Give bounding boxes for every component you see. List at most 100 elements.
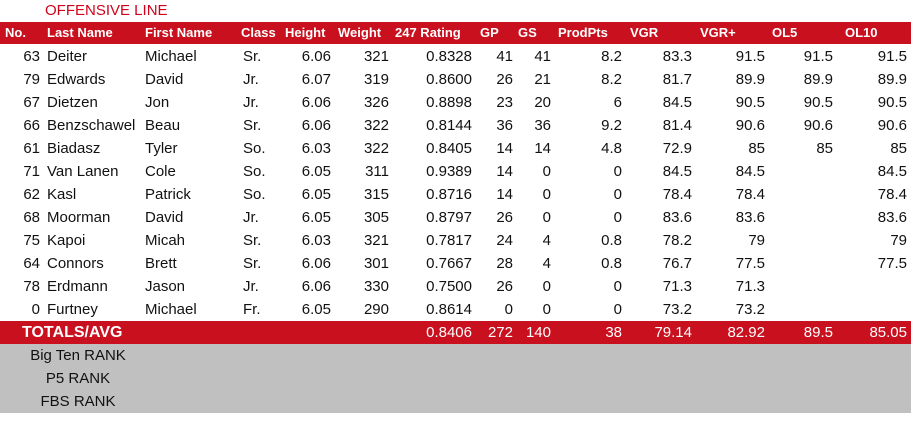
table-cell: 14 bbox=[496, 140, 513, 157]
table-cell: 0 bbox=[31, 301, 40, 318]
table-cell: 14 bbox=[534, 140, 551, 157]
table-cell: 0.8797 bbox=[426, 209, 472, 226]
table-cell: 0.8144 bbox=[426, 117, 472, 134]
totals-cell: 79.14 bbox=[654, 324, 692, 341]
table-cell: 322 bbox=[363, 140, 389, 157]
column-header: ProdPts bbox=[558, 25, 608, 40]
table-cell: Beau bbox=[145, 117, 181, 134]
table-cell: 84.5 bbox=[877, 163, 907, 180]
table-cell: 78.4 bbox=[662, 186, 692, 203]
table-cell: 36 bbox=[534, 117, 551, 134]
table-cell: 78.4 bbox=[877, 186, 907, 203]
table-cell: Cole bbox=[145, 163, 176, 180]
table-cell: 311 bbox=[365, 163, 389, 180]
table-cell: 84.5 bbox=[662, 163, 692, 180]
table-cell: Fr. bbox=[243, 301, 261, 318]
table-cell: Deiter bbox=[47, 48, 88, 65]
table-cell: 0 bbox=[613, 186, 622, 203]
table-cell: Moorman bbox=[47, 209, 111, 226]
table-cell: 73.2 bbox=[662, 301, 692, 318]
table-cell: David bbox=[145, 71, 184, 88]
totals-cell: 0.8406 bbox=[426, 324, 472, 341]
table-cell: 0 bbox=[542, 278, 551, 295]
table-cell: 305 bbox=[363, 209, 389, 226]
table-cell: 315 bbox=[363, 186, 389, 203]
table-cell: 79 bbox=[748, 232, 765, 249]
totals-cell: 140 bbox=[525, 324, 551, 341]
column-header: No. bbox=[5, 25, 26, 40]
table-cell: 6.07 bbox=[301, 71, 331, 88]
totals-cell: 82.92 bbox=[727, 324, 765, 341]
table-cell: 66 bbox=[23, 117, 40, 134]
column-header: First Name bbox=[145, 25, 213, 40]
table-cell: 4 bbox=[542, 232, 551, 249]
table-cell: 81.4 bbox=[662, 117, 692, 134]
rank-label: P5 RANK bbox=[45, 370, 111, 387]
table-cell: 319 bbox=[363, 71, 389, 88]
column-header: VGR+ bbox=[700, 25, 736, 40]
rank-label: FBS RANK bbox=[40, 393, 116, 410]
table-cell: 26 bbox=[496, 71, 513, 88]
table-cell: 90.6 bbox=[735, 117, 765, 134]
table-cell: 81.7 bbox=[662, 71, 692, 88]
table-cell: 6.06 bbox=[301, 117, 331, 134]
table-cell: 90.6 bbox=[803, 117, 833, 134]
table-cell: 0.8328 bbox=[426, 48, 472, 65]
table-cell: 6.05 bbox=[301, 301, 331, 318]
column-header: Weight bbox=[338, 25, 382, 40]
table-cell: 6.06 bbox=[301, 278, 331, 295]
table-cell: Jr. bbox=[243, 209, 259, 226]
column-header: Class bbox=[241, 25, 276, 40]
table-cell: 322 bbox=[363, 117, 389, 134]
table-cell: 91.5 bbox=[877, 48, 907, 65]
table-cell: 28 bbox=[496, 255, 513, 272]
table-cell: 76.7 bbox=[662, 255, 692, 272]
table-cell: 326 bbox=[363, 94, 389, 111]
table-cell: 90.5 bbox=[735, 94, 765, 111]
table-cell: 78.4 bbox=[735, 186, 765, 203]
table-cell: Erdmann bbox=[47, 278, 108, 295]
table-cell: 321 bbox=[363, 48, 389, 65]
table-cell: 63 bbox=[23, 48, 40, 65]
totals-label: TOTALS/AVG bbox=[22, 324, 123, 341]
table-cell: 85 bbox=[816, 140, 833, 157]
table-cell: 90.5 bbox=[803, 94, 833, 111]
table-cell: 75 bbox=[23, 232, 40, 249]
table-cell: 0.8614 bbox=[426, 301, 472, 318]
table-cell: 290 bbox=[363, 301, 389, 318]
table-cell: 83.6 bbox=[735, 209, 765, 226]
table-cell: Van Lanen bbox=[47, 163, 119, 180]
table-cell: 0 bbox=[613, 278, 622, 295]
table-cell: Jon bbox=[145, 94, 170, 111]
table-cell: 67 bbox=[23, 94, 40, 111]
table-cell: 77.5 bbox=[735, 255, 765, 272]
table-cell: Sr. bbox=[243, 48, 262, 65]
table-cell: 0 bbox=[542, 186, 551, 203]
column-header: Last Name bbox=[47, 25, 113, 40]
table-cell: 71.3 bbox=[662, 278, 692, 295]
table-cell: 83.6 bbox=[877, 209, 907, 226]
table-cell: 0.7667 bbox=[426, 255, 472, 272]
table-cell: 89.9 bbox=[877, 71, 907, 88]
table-cell: 21 bbox=[534, 71, 551, 88]
table-cell: 0.8600 bbox=[426, 71, 472, 88]
table-cell: 71.3 bbox=[735, 278, 765, 295]
table-cell: 79 bbox=[890, 232, 907, 249]
table-cell: 6.05 bbox=[301, 163, 331, 180]
header-band bbox=[0, 22, 911, 44]
table-cell: Connors bbox=[47, 255, 104, 272]
table-cell: 0 bbox=[542, 301, 551, 318]
table-cell: 36 bbox=[496, 117, 513, 134]
table-cell: 0 bbox=[504, 301, 513, 318]
table-cell: 6.05 bbox=[301, 186, 331, 203]
table-cell: 0 bbox=[542, 163, 551, 180]
table-title: OFFENSIVE LINE bbox=[45, 2, 168, 19]
table-cell: 41 bbox=[496, 48, 513, 65]
table-cell: 0.8405 bbox=[426, 140, 472, 157]
totals-band bbox=[0, 321, 911, 344]
column-header: VGR bbox=[630, 25, 659, 40]
table-cell: 0 bbox=[613, 301, 622, 318]
table-cell: Tyler bbox=[145, 140, 178, 157]
totals-cell: 85.05 bbox=[869, 324, 907, 341]
